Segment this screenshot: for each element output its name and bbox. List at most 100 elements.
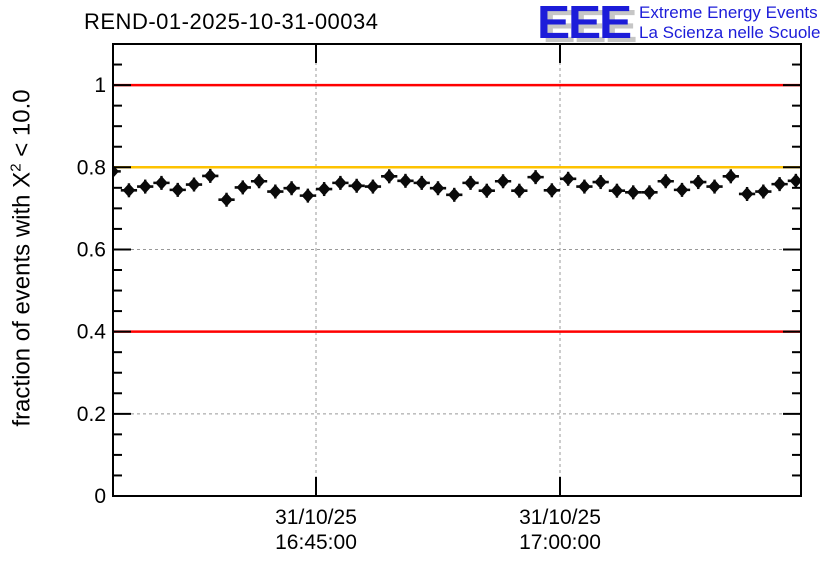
data-point [722,169,739,184]
plot-frame [112,43,802,497]
y-tick-label: 0.2 [77,403,106,426]
data-point [413,175,430,190]
diamond-marker [561,171,575,186]
data-point [169,182,186,197]
data-point [527,170,544,185]
diamond-marker [545,183,559,198]
diamond-marker [399,173,412,188]
diamond-marker [113,164,119,178]
data-point [332,175,349,190]
axis-labels: 00.20.40.60.8131/10/2516:45:0031/10/2517… [77,74,601,554]
data-point [576,179,593,194]
diamond-marker [155,175,168,190]
diamond-marker [757,184,770,199]
eee-logo: EEE Extreme Energy Events La Scienza nel… [537,0,821,48]
diamond-marker [285,181,298,196]
data-point [543,183,560,198]
data-point [397,173,414,188]
diamond-marker [464,175,477,190]
diamond-marker [480,183,494,198]
x-tick-time-label: 17:00:00 [519,531,601,554]
data-point [641,185,658,200]
diamond-marker [643,185,656,200]
diamond-marker [317,182,331,196]
y-tick-label: 1 [94,74,106,97]
diamond-marker [447,187,461,202]
data-point [592,175,609,190]
data-point [511,183,528,198]
diamond-marker [382,169,396,184]
data-point [755,184,772,199]
diamond-marker [513,183,526,198]
y-tick-label: 0.4 [77,321,107,344]
data-point [673,182,691,197]
data-point [299,188,316,203]
data-point [381,169,398,184]
y-tick-label: 0 [94,485,106,508]
data-point [608,183,626,198]
x-tick-date-label: 31/10/25 [275,506,357,529]
diamond-marker [138,179,152,194]
data-point [478,183,495,198]
data-point [283,181,300,196]
data-point [787,173,801,188]
diamond-marker [773,177,786,192]
diamond-marker [496,174,510,189]
diamond-marker [708,179,721,194]
y-tick-label: 0.6 [77,238,106,261]
data-point [316,182,333,197]
data-point [657,174,674,189]
diamond-marker [578,179,591,194]
diamond-marker [236,180,250,195]
diamond-marker [610,183,624,198]
x-tick-time-label: 16:45:00 [275,531,357,554]
diamond-marker [740,187,754,201]
chart-title: REND-01-2025-10-31-00034 [84,9,379,34]
data-point [446,187,463,202]
data-point [250,174,268,189]
data-point [153,175,170,190]
data-point [560,171,577,186]
axis-ticks [113,44,801,497]
data-point [771,177,788,192]
diamond-marker [415,175,429,190]
data-point [348,178,365,193]
diamond-marker [789,173,801,188]
data-point [429,181,447,196]
diamond-marker [301,188,315,203]
diamond-marker [431,181,445,196]
diamond-marker [334,175,347,190]
eee-logo-acronym: EEE [537,0,632,48]
diamond-marker [626,185,640,200]
data-point [120,183,138,198]
diamond-marker [594,175,607,190]
data-point [185,177,203,192]
y-tick-label: 0.8 [77,156,106,179]
data-point [218,192,235,207]
diamond-marker [675,182,689,197]
data-point [364,179,382,194]
diamond-marker [350,178,363,193]
data-point [738,186,756,201]
data-point [625,185,642,200]
data-point [202,168,219,183]
diamond-marker [220,192,233,207]
data-point [234,180,251,195]
diamond-marker [187,177,201,192]
data-point [462,175,479,190]
diamond-marker [724,169,738,184]
diamond-marker [203,168,217,183]
diamond-marker [122,183,136,198]
diamond-marker [366,179,380,194]
gridlines [113,44,801,496]
data-point [706,179,723,194]
data-series [113,164,801,207]
data-point [137,179,154,194]
x-tick-date-label: 31/10/25 [519,506,601,529]
diamond-marker [269,184,282,199]
data-point [267,184,284,199]
eee-logo-line2: La Scienza nelle Scuole [639,23,821,42]
data-point [494,174,512,189]
